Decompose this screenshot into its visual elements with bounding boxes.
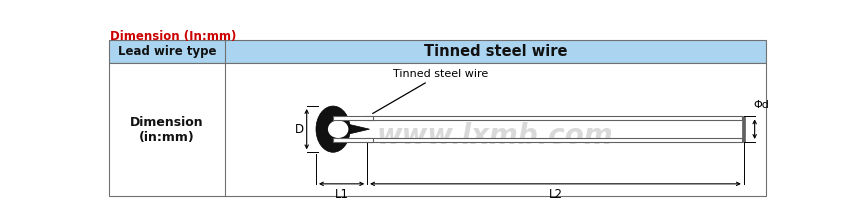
Text: D: D xyxy=(294,123,304,136)
Polygon shape xyxy=(331,120,369,138)
Text: Dimension (In:mm): Dimension (In:mm) xyxy=(110,30,236,43)
Text: Lead wire type: Lead wire type xyxy=(118,45,216,58)
Bar xyxy=(365,138,741,142)
Text: L1: L1 xyxy=(334,188,348,201)
Text: Tinned steel wire: Tinned steel wire xyxy=(372,69,488,114)
Bar xyxy=(109,63,765,196)
Ellipse shape xyxy=(328,120,348,138)
Text: www.lxmb.com: www.lxmb.com xyxy=(376,122,613,150)
Text: Dimension
(in:mm): Dimension (in:mm) xyxy=(130,116,203,144)
Text: L2: L2 xyxy=(548,188,562,201)
Ellipse shape xyxy=(316,106,350,152)
Text: Φd: Φd xyxy=(752,100,768,110)
Bar xyxy=(741,116,745,142)
Text: Tinned steel wire: Tinned steel wire xyxy=(423,44,566,59)
Bar xyxy=(109,40,765,63)
Bar xyxy=(365,116,741,120)
Bar xyxy=(333,138,373,142)
Bar xyxy=(333,116,373,120)
